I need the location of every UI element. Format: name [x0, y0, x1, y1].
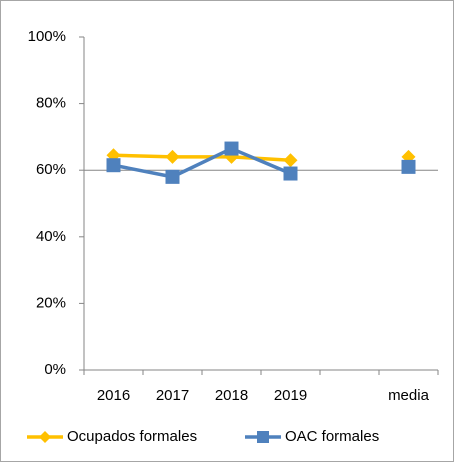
legend-marker — [39, 431, 51, 443]
legend-label: Ocupados formales — [67, 428, 197, 445]
y-tick-label: 20% — [36, 294, 66, 311]
x-tick-label: media — [388, 387, 430, 404]
y-tick-label: 80% — [36, 95, 66, 112]
y-tick-label: 100% — [28, 28, 66, 45]
series-marker — [283, 153, 298, 168]
y-tick-label: 0% — [44, 361, 66, 378]
y-tick-label: 60% — [36, 161, 66, 178]
x-tick-label: 2018 — [215, 387, 248, 404]
series-marker — [224, 141, 239, 156]
series-marker — [106, 158, 121, 173]
series-marker — [165, 149, 180, 164]
series-marker — [283, 166, 298, 181]
series-line — [113, 146, 292, 179]
series-line — [113, 153, 291, 162]
series-marker — [165, 169, 180, 184]
y-tick-label: 40% — [36, 228, 66, 245]
x-tick-label: 2016 — [97, 387, 130, 404]
x-tick-label: 2017 — [156, 387, 189, 404]
legend-label: OAC formales — [285, 428, 379, 445]
series-marker — [401, 159, 416, 174]
x-tick-label: 2019 — [274, 387, 307, 404]
legend-marker — [257, 431, 269, 443]
